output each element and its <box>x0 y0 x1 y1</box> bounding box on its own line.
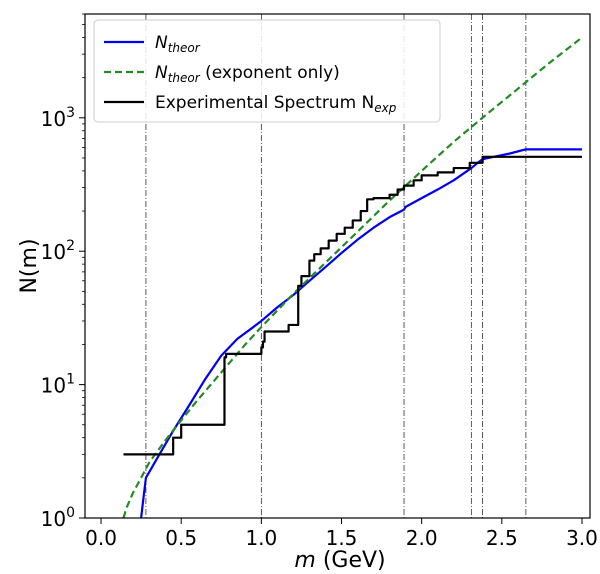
legend-label-n-theor: Ntheor <box>155 33 201 55</box>
x-tick-label-0: 0.0 <box>85 526 117 550</box>
y-axis: 100 101 102 103 <box>41 13 85 531</box>
vertical-reference-lines <box>145 14 527 518</box>
legend-label-n-theor-exponent: Ntheor (exponent only) <box>155 63 340 85</box>
plot-frame <box>84 13 591 519</box>
series-layer <box>122 36 583 518</box>
legend: Ntheor Ntheor (exponent only) Experiment… <box>93 19 441 123</box>
x-tick-label-2: 1.0 <box>245 526 277 550</box>
y-tick-label-3: 103 <box>41 105 75 131</box>
series-line-1 <box>122 36 583 518</box>
x-tick-label-6: 3.0 <box>566 526 598 550</box>
x-tick-label-5: 2.5 <box>486 526 518 550</box>
x-tick-label-1: 0.5 <box>165 526 197 550</box>
y-axis-label: N(m) <box>17 238 42 293</box>
x-tick-label-4: 2.0 <box>406 526 438 550</box>
y-tick-label-2: 102 <box>41 238 75 264</box>
legend-label-experimental: Experimental Spectrum Nexp <box>155 93 397 115</box>
x-tick-label-3: 1.5 <box>326 526 358 550</box>
series-line-0 <box>140 148 582 518</box>
series-line-2 <box>123 155 582 456</box>
y-tick-label-1: 101 <box>41 372 75 398</box>
legend-box <box>93 19 441 123</box>
x-axis: 0.0 0.5 1.0 1.5 2.0 2.5 3.0 <box>85 518 598 550</box>
y-tick-label-0: 100 <box>41 505 75 531</box>
x-axis-label: m (GeV) <box>294 548 385 573</box>
